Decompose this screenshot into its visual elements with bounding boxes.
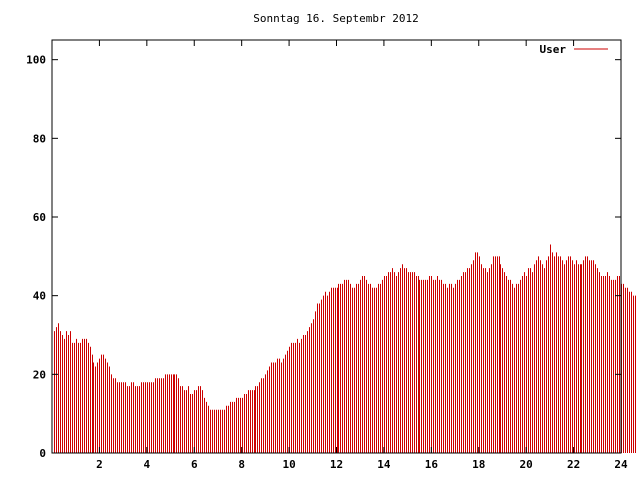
y-tick-label: 0 [39,447,46,460]
x-tick-label: 24 [614,458,628,471]
x-tick-label: 12 [330,458,343,471]
legend: User [540,43,608,56]
y-tick-label: 40 [33,290,46,303]
y-tick-label: 80 [33,132,46,145]
x-tick-label: 18 [472,458,485,471]
y-tick-label: 100 [26,54,46,67]
chart-title: Sonntag 16. Septembr 2012 [253,12,419,25]
y-tick-label: 60 [33,211,46,224]
x-tick-label: 8 [238,458,245,471]
bars [54,244,636,453]
y-axis: 0 20 40 60 80 100 [26,54,621,460]
x-tick-label: 2 [96,458,103,471]
x-tick-label: 10 [282,458,295,471]
x-tick-label: 6 [191,458,198,471]
x-tick-label: 4 [144,458,151,471]
x-tick-label: 14 [377,458,391,471]
x-tick-label: 16 [425,458,439,471]
x-tick-label: 22 [567,458,580,471]
y-tick-label: 20 [33,368,46,381]
legend-label-user: User [540,43,567,56]
x-axis: 2 4 6 8 10 12 14 16 18 20 22 24 [96,40,628,471]
x-tick-label: 20 [520,458,533,471]
